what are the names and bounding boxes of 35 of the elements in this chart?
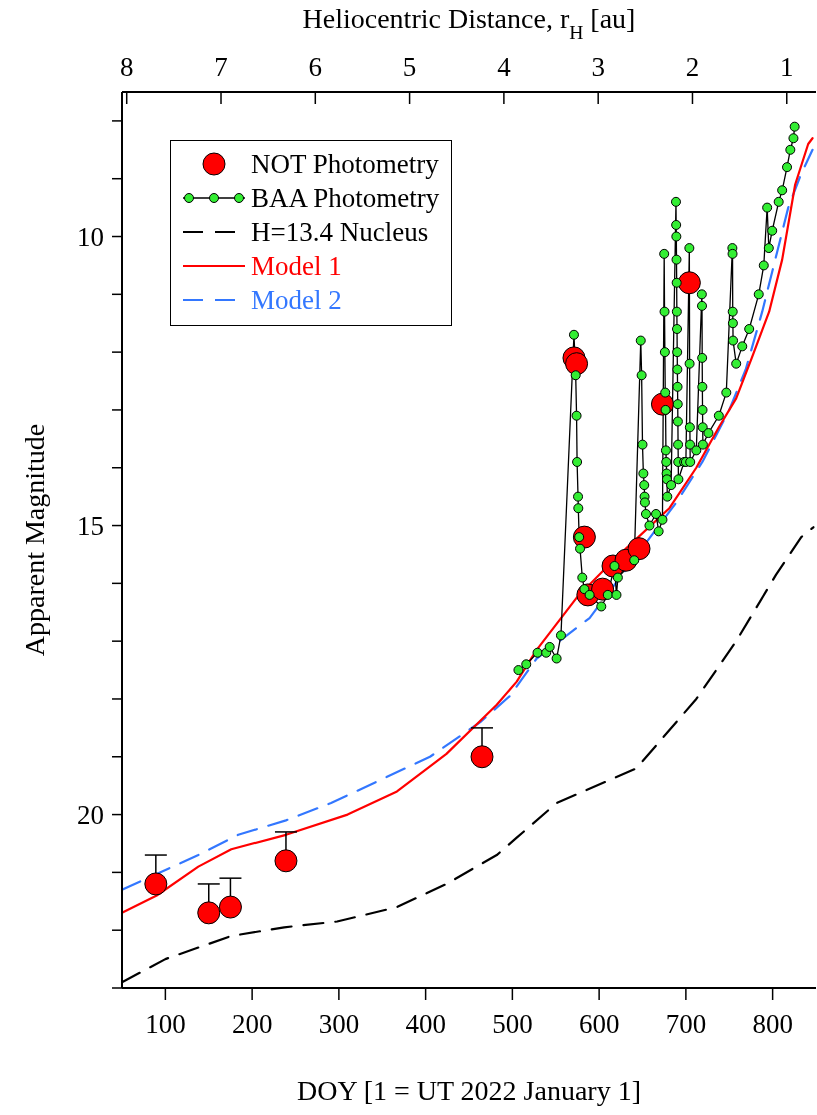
legend-label: H=13.4 Nucleus: [251, 216, 429, 248]
x-axis-title: DOY [1 = UT 2022 January 1]: [297, 1075, 641, 1106]
y-axis-title: Apparent Magnitude: [18, 423, 50, 657]
x2-tick-label: 2: [685, 52, 700, 82]
point: [627, 537, 651, 561]
point: [677, 271, 701, 295]
legend-label: BAA Photometry: [251, 182, 440, 214]
point: [565, 352, 589, 376]
x-tick-label: 400: [405, 1009, 446, 1040]
y-tick-label: 20: [77, 800, 104, 831]
x2-tick-label: 1: [780, 52, 794, 82]
x-tick-label: 100: [145, 1009, 186, 1040]
x-tick-label: 700: [665, 1009, 707, 1040]
legend-label: Model 1: [251, 250, 342, 282]
x-tick-label: 800: [752, 1009, 793, 1040]
point: [218, 895, 242, 919]
x2-axis-title: Heliocentric Distance, r$_{H}$ [au]: [302, 3, 636, 43]
x2-tick-label: 6: [308, 52, 323, 82]
point: [144, 872, 168, 896]
x-tick-label: 200: [231, 1009, 273, 1040]
x2-tick-label: 4: [497, 52, 512, 82]
y-tick-label: 15: [77, 511, 104, 542]
x2-tick-label: 8: [119, 52, 134, 82]
x2-tick-label: 3: [591, 52, 605, 82]
legend-label: NOT Photometry: [251, 148, 439, 180]
point: [274, 849, 298, 873]
y-tick-label: 10: [77, 222, 104, 253]
x-tick-label: 500: [492, 1009, 533, 1040]
point: [470, 745, 494, 769]
x-tick-label: 300: [318, 1009, 360, 1040]
x2-tick-label: 5: [402, 52, 417, 82]
x2-tick-label: 7: [214, 52, 228, 82]
point: [197, 901, 221, 925]
x-tick-label: 600: [578, 1009, 620, 1040]
legend-label: Model 2: [251, 284, 342, 316]
